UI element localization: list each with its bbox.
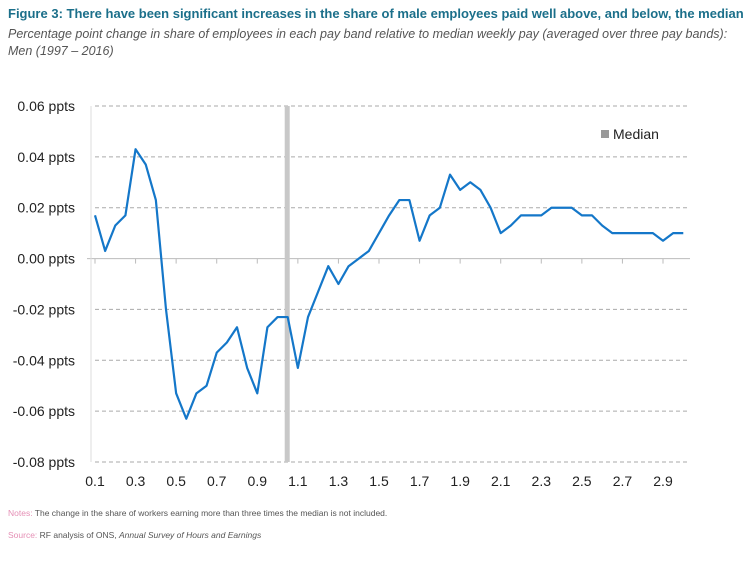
- notes-text: The change in the share of workers earni…: [32, 508, 388, 518]
- x-tick-label: 2.5: [572, 473, 592, 489]
- y-tick-label: 0.04 ppts: [17, 149, 75, 165]
- x-tick-label: 0.5: [166, 473, 186, 489]
- y-tick-label: 0.00 ppts: [17, 251, 75, 267]
- x-tick-label: 0.9: [248, 473, 268, 489]
- source-label: Source:: [8, 530, 38, 540]
- y-tick-label: -0.08 ppts: [13, 454, 75, 470]
- y-tick-label: 0.02 ppts: [17, 200, 75, 216]
- line-chart: 0.06 ppts 0.04 ppts 0.02 ppts 0.00 ppts -0.0…: [13, 98, 690, 489]
- x-tick-label: 2.9: [653, 473, 673, 489]
- y-tick-label: -0.04 ppts: [13, 352, 75, 368]
- legend-swatch: [601, 130, 609, 138]
- x-tick-label: 1.9: [450, 473, 470, 489]
- median-bar: [284, 106, 290, 462]
- x-tick-label: 2.7: [613, 473, 633, 489]
- x-tick-label: 1.3: [329, 473, 349, 489]
- legend-label: Median: [613, 126, 659, 142]
- x-tick-label: 2.1: [491, 473, 511, 489]
- x-tick-label: 0.1: [85, 473, 105, 489]
- x-tick-label: 2.3: [532, 473, 552, 489]
- x-tick-label: 1.1: [288, 473, 308, 489]
- source-italic: Annual Survey of Hours and Earnings: [119, 530, 262, 540]
- x-tick-label: 0.7: [207, 473, 227, 489]
- source: Source: RF analysis of ONS, Annual Surve…: [8, 530, 261, 540]
- x-tick-label: 1.5: [369, 473, 389, 489]
- y-tick-label: -0.06 ppts: [13, 403, 75, 419]
- figure-title: Figure 3: There have been significant in…: [8, 6, 744, 21]
- y-tick-label: 0.06 ppts: [17, 98, 75, 114]
- notes-label: Notes:: [8, 508, 33, 518]
- x-tick-label: 1.7: [410, 473, 430, 489]
- x-tick-label: 0.3: [126, 473, 146, 489]
- figure-subtitle: Percentage point change in share of empl…: [8, 27, 728, 58]
- source-text: RF analysis of ONS,: [37, 530, 120, 540]
- notes: Notes: The change in the share of worker…: [8, 508, 387, 518]
- data-line: [93, 148, 684, 420]
- y-tick-label: -0.02 ppts: [13, 301, 75, 317]
